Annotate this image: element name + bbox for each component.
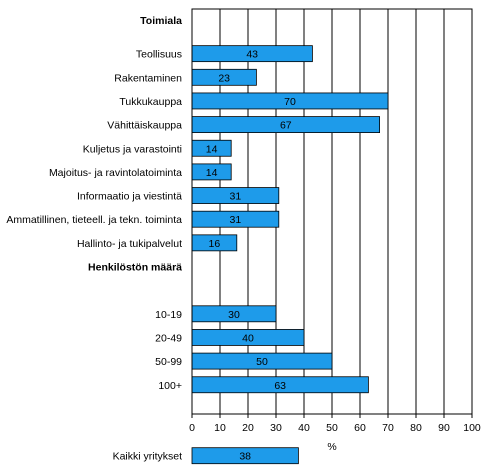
- category-label: Ammatillinen, tieteell. ja tekn. toimint…: [6, 214, 182, 226]
- x-tick-label-90: 90: [438, 422, 450, 434]
- category-label: Majoitus- ja ravintolatoiminta: [49, 167, 182, 179]
- bar: [191, 447, 299, 465]
- value-label: 38: [239, 451, 251, 463]
- x-tick-label-60: 60: [354, 422, 366, 434]
- category-label: Kaikki yritykset: [113, 451, 183, 463]
- value-label: 43: [246, 49, 258, 61]
- value-label: 14: [206, 143, 218, 155]
- x-tick-label-0: 0: [189, 422, 195, 434]
- category-label: 100+: [158, 380, 182, 392]
- x-tick-label-10: 10: [214, 422, 226, 434]
- category-label: Rakentaminen: [114, 72, 182, 84]
- x-tick-label-100: 100: [463, 422, 481, 434]
- category-label: 10-19: [155, 309, 182, 321]
- x-tick-label-70: 70: [382, 422, 394, 434]
- x-axis-title: %: [327, 441, 336, 453]
- category-label: Kuljetus ja varastointi: [83, 143, 182, 155]
- group-label: Toimiala: [140, 15, 182, 27]
- category-labels: Toimiala Teollisuus Rakentaminen Tukkukaupp…: [6, 15, 182, 463]
- plot-frame: [191, 8, 473, 415]
- value-label: 30: [228, 309, 240, 321]
- group-label: Henkilöstön määrä: [88, 262, 182, 274]
- x-tick-label-80: 80: [410, 422, 422, 434]
- category-label: 20-49: [155, 332, 182, 344]
- x-tick-label-30: 30: [270, 422, 282, 434]
- category-label: Tukkukauppa: [119, 96, 182, 108]
- value-label: 16: [209, 238, 221, 250]
- category-label: Hallinto- ja tukipalvelut: [77, 238, 182, 250]
- value-label: 31: [230, 214, 242, 226]
- value-label: 40: [242, 332, 254, 344]
- value-label: 63: [274, 380, 286, 392]
- x-tick-label-50: 50: [326, 422, 338, 434]
- category-label: Vähittäiskauppa: [107, 120, 182, 132]
- value-label: 14: [206, 167, 218, 179]
- value-label: 70: [284, 96, 296, 108]
- x-axis: 0 10 20 30 40 50 60 70 80 90 100: [189, 8, 481, 434]
- value-label: 50: [256, 356, 268, 368]
- value-label: 23: [218, 72, 230, 84]
- category-label: Informaatio ja viestintä: [77, 191, 182, 203]
- category-label: 50-99: [155, 356, 182, 368]
- category-label: Teollisuus: [136, 49, 182, 61]
- x-tick-label-40: 40: [298, 422, 310, 434]
- value-label: 31: [230, 191, 242, 203]
- x-tick-label-20: 20: [242, 422, 254, 434]
- value-label: 67: [280, 120, 292, 132]
